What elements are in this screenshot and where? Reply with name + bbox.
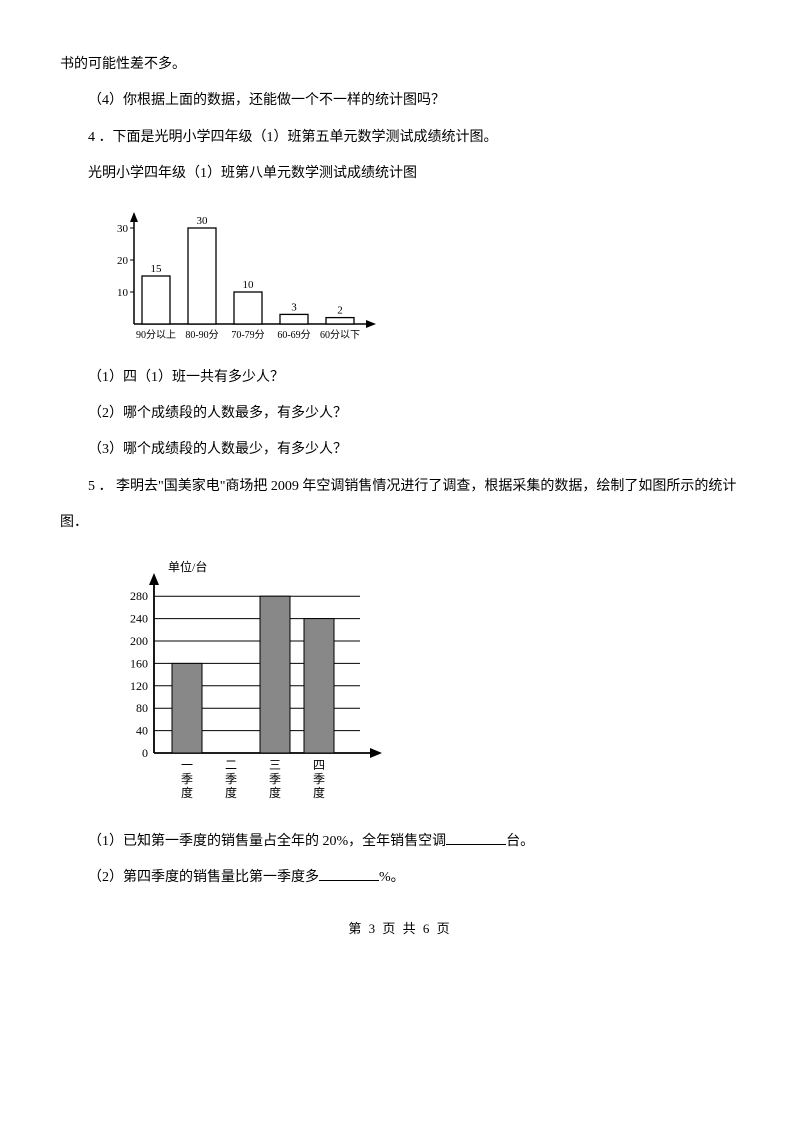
question-sub: （4）你根据上面的数据，还能做一个不一样的统计图吗？ xyxy=(60,90,740,112)
question-intro: 4 ．下面是光明小学四年级（1）班第五单元数学测试成绩统计图。 xyxy=(60,127,740,149)
chart2-container: 04080120160200240280单位/台一季度二季度三季度四季度 xyxy=(100,553,740,813)
svg-text:季: 季 xyxy=(269,772,281,786)
svg-text:度: 度 xyxy=(313,785,325,800)
q5-1-a: （1）已知第一季度的销售量占全年的 20%，全年销售空调 xyxy=(88,834,446,849)
q5-text-a: 5 ． 李明去"国美家电"商场把 2009 年空调销售情况进行了调查，根据采集的… xyxy=(88,479,736,494)
svg-text:15: 15 xyxy=(151,263,163,275)
svg-text:季: 季 xyxy=(181,772,193,786)
svg-text:度: 度 xyxy=(181,785,193,800)
svg-text:20: 20 xyxy=(117,255,129,267)
svg-text:90分以上: 90分以上 xyxy=(136,329,176,341)
blank-underline xyxy=(446,844,506,845)
svg-text:80-90分: 80-90分 xyxy=(185,329,218,341)
page: 书的可能性差不多。 （4）你根据上面的数据，还能做一个不一样的统计图吗？ 4 ．… xyxy=(0,0,800,970)
question-sub: （1）已知第一季度的销售量占全年的 20%，全年销售空调 台。 xyxy=(60,831,740,853)
svg-text:40: 40 xyxy=(136,723,148,737)
svg-text:一: 一 xyxy=(181,758,193,772)
svg-text:60-69分: 60-69分 xyxy=(277,329,310,341)
svg-text:70-79分: 70-79分 xyxy=(231,329,264,341)
svg-text:单位/台: 单位/台 xyxy=(168,559,207,574)
svg-text:10: 10 xyxy=(117,287,129,299)
question-intro: 5 ． 李明去"国美家电"商场把 2009 年空调销售情况进行了调查，根据采集的… xyxy=(60,476,740,498)
q5-1-b: 台。 xyxy=(506,834,534,849)
svg-text:30: 30 xyxy=(197,215,209,227)
question-sub: （2）哪个成绩段的人数最多，有多少人？ xyxy=(60,403,740,425)
chart-title: 光明小学四年级（1）班第八单元数学测试成绩统计图 xyxy=(60,163,740,185)
svg-text:度: 度 xyxy=(269,785,281,800)
svg-text:80: 80 xyxy=(136,701,148,715)
svg-text:0: 0 xyxy=(142,746,148,760)
blank-underline xyxy=(319,880,379,881)
svg-text:二: 二 xyxy=(225,758,237,772)
text-line: 书的可能性差不多。 xyxy=(60,54,740,76)
question-sub: （2）第四季度的销售量比第一季度多 %。 xyxy=(60,867,740,889)
q5-2-a: （2）第四季度的销售量比第一季度多 xyxy=(88,870,319,885)
chart1-container: 10 20 30 15 90分以上 30 80-90分 10 70-79分 3 60-69分 2 60分… xyxy=(100,204,740,349)
svg-text:2: 2 xyxy=(337,304,343,316)
question-sub: （1）四（1）班一共有多少人？ xyxy=(60,367,740,389)
svg-text:四: 四 xyxy=(313,758,325,772)
svg-text:120: 120 xyxy=(130,678,148,692)
chart2: 04080120160200240280单位/台一季度二季度三季度四季度 xyxy=(100,553,400,813)
q5-2-b: %。 xyxy=(379,870,405,885)
svg-text:三: 三 xyxy=(269,758,281,772)
svg-text:60分以下: 60分以下 xyxy=(320,329,360,341)
svg-text:季: 季 xyxy=(313,772,325,786)
page-footer: 第 3 页 共 6 页 xyxy=(60,919,740,940)
question-sub: （3）哪个成绩段的人数最少，有多少人？ xyxy=(60,439,740,461)
svg-text:30: 30 xyxy=(117,223,129,235)
chart1: 10 20 30 15 90分以上 30 80-90分 10 70-79分 3 60-69分 2 60分… xyxy=(100,204,420,349)
svg-text:季: 季 xyxy=(225,772,237,786)
svg-text:10: 10 xyxy=(243,279,255,291)
svg-text:度: 度 xyxy=(225,785,237,800)
question-intro-cont: 图． xyxy=(60,512,740,534)
svg-text:200: 200 xyxy=(130,634,148,648)
svg-text:240: 240 xyxy=(130,611,148,625)
svg-text:3: 3 xyxy=(291,301,297,313)
svg-text:280: 280 xyxy=(130,589,148,603)
svg-text:160: 160 xyxy=(130,656,148,670)
